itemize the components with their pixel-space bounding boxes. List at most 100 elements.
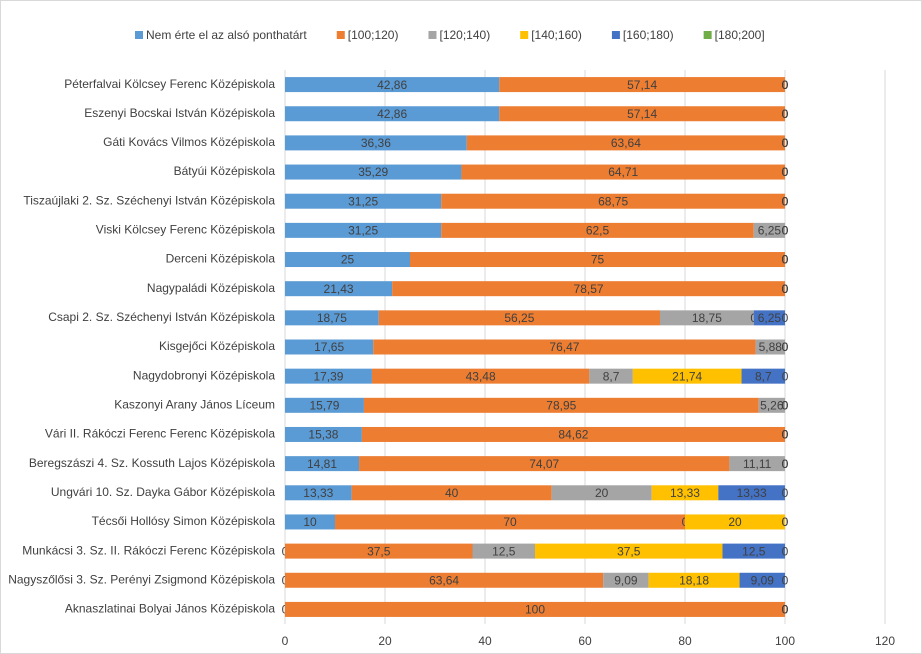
data-label: 6,25 xyxy=(758,311,782,325)
bar-segment xyxy=(410,252,785,268)
data-label: 8,7 xyxy=(755,369,772,383)
bar-segment xyxy=(285,106,500,122)
bar-segment xyxy=(378,310,660,326)
data-label: 18,75 xyxy=(317,311,347,325)
data-label: 36,36 xyxy=(361,136,391,150)
data-label: 6,25 xyxy=(758,224,782,238)
y-tick-label: Csapi 2. Sz. Széchenyi István Középiskol… xyxy=(48,310,275,324)
bar-segment xyxy=(632,368,742,384)
data-label: 40 xyxy=(445,486,459,500)
bar-segment xyxy=(285,397,364,413)
data-label: 0 xyxy=(782,603,789,617)
x-tick-label: 60 xyxy=(578,634,592,648)
data-label: 0 xyxy=(782,224,789,238)
data-label: 21,74 xyxy=(672,369,702,383)
data-label: 0 xyxy=(782,136,789,150)
bar-segment xyxy=(285,135,467,151)
data-label: 0 xyxy=(782,282,789,296)
data-label: 0 xyxy=(782,369,789,383)
data-label: 0 xyxy=(782,165,789,179)
bar-segment xyxy=(285,222,442,238)
data-label: 0 xyxy=(782,603,789,617)
data-label: 0 xyxy=(782,428,789,442)
bar-segment xyxy=(472,543,535,559)
data-label: 0 xyxy=(782,165,789,179)
legend-label: [160;180) xyxy=(623,28,674,42)
bar-segment xyxy=(466,135,785,151)
bar-segment xyxy=(753,310,785,326)
data-label: 0 xyxy=(782,515,789,529)
y-tick-label: Nagydobronyi Középiskola xyxy=(133,368,275,382)
data-label: 18,18 xyxy=(679,573,709,587)
y-tick-label: Técsői Hollósy Simon Középiskola xyxy=(92,514,276,528)
data-label: 0 xyxy=(782,282,789,296)
bar-segment xyxy=(285,601,785,617)
bar-segment xyxy=(351,485,552,501)
data-label: 31,25 xyxy=(348,224,378,238)
bar-segment xyxy=(285,368,372,384)
data-label: 0 xyxy=(782,107,789,121)
data-label: 42,86 xyxy=(377,107,407,121)
data-label: 84,62 xyxy=(558,428,588,442)
data-label: 0 xyxy=(782,603,789,617)
data-label: 14,81 xyxy=(307,457,337,471)
bar-segment xyxy=(499,106,785,122)
data-label: 21,43 xyxy=(324,282,354,296)
data-label: 18,75 xyxy=(692,311,722,325)
data-label: 0 xyxy=(782,253,789,267)
y-tick-label: Derceni Középiskola xyxy=(166,252,276,266)
data-label: 56,25 xyxy=(504,311,534,325)
legend-swatch xyxy=(135,31,143,39)
bar-segment xyxy=(285,252,410,268)
y-tick-label: Kaszonyi Arany János Líceum xyxy=(114,397,275,411)
y-tick-label: Eszenyi Bocskai István Középiskola xyxy=(84,106,275,120)
data-label: 0 xyxy=(782,253,789,267)
data-label: 0 xyxy=(782,428,789,442)
data-label: 0 xyxy=(782,194,789,208)
data-label: 62,5 xyxy=(586,224,610,238)
data-label: 0 xyxy=(782,224,789,238)
bar-segment xyxy=(392,281,785,297)
bar-segment xyxy=(285,310,379,326)
data-label: 64,71 xyxy=(608,165,638,179)
y-tick-label: Viski Kölcsey Ferenc Középiskola xyxy=(96,223,276,237)
bar-segment xyxy=(285,514,335,530)
x-tick-label: 100 xyxy=(775,634,795,648)
data-label: 9,09 xyxy=(614,573,638,587)
bar-segment xyxy=(660,310,754,326)
data-label: 0 xyxy=(782,194,789,208)
data-label: 0 xyxy=(782,136,789,150)
y-tick-label: Ungvári 10. Sz. Dayka Gábor Középiskola xyxy=(51,485,275,499)
x-tick-label: 40 xyxy=(478,634,492,648)
legend-swatch xyxy=(428,31,437,39)
data-label: 37,5 xyxy=(367,544,391,558)
y-tick-label: Aknaszlatinai Bolyai János Középiskola xyxy=(65,602,275,616)
data-label: 0 xyxy=(782,428,789,442)
data-label: 11,11 xyxy=(743,457,772,471)
data-label: 0 xyxy=(782,398,789,412)
legend-swatch xyxy=(520,31,529,39)
bar-segment xyxy=(285,485,352,501)
data-label: 68,75 xyxy=(598,194,628,208)
data-label: 0 xyxy=(782,457,789,471)
bar-segment xyxy=(648,572,740,588)
x-tick-label: 20 xyxy=(378,634,392,648)
data-label: 100 xyxy=(525,603,545,617)
legend-label: Nem érte el az alsó ponthatárt xyxy=(146,28,307,42)
data-label: 9,09 xyxy=(751,573,775,587)
bar-segment xyxy=(589,368,633,384)
data-label: 5,26 xyxy=(760,398,784,412)
bar-segment xyxy=(285,193,442,209)
bar-segment xyxy=(739,572,785,588)
data-label: 20 xyxy=(728,515,742,529)
y-tick-label: Kisgejőci Középiskola xyxy=(159,339,275,353)
bar-segment xyxy=(441,193,785,209)
bar-segment xyxy=(285,164,462,180)
bar-segment xyxy=(285,77,500,93)
x-tick-label: 0 xyxy=(282,634,289,648)
data-label: 0 xyxy=(782,194,789,208)
bar-segment xyxy=(285,572,604,588)
bar-segment xyxy=(718,485,785,501)
data-label: 17,65 xyxy=(314,340,344,354)
data-label: 70 xyxy=(503,515,517,529)
